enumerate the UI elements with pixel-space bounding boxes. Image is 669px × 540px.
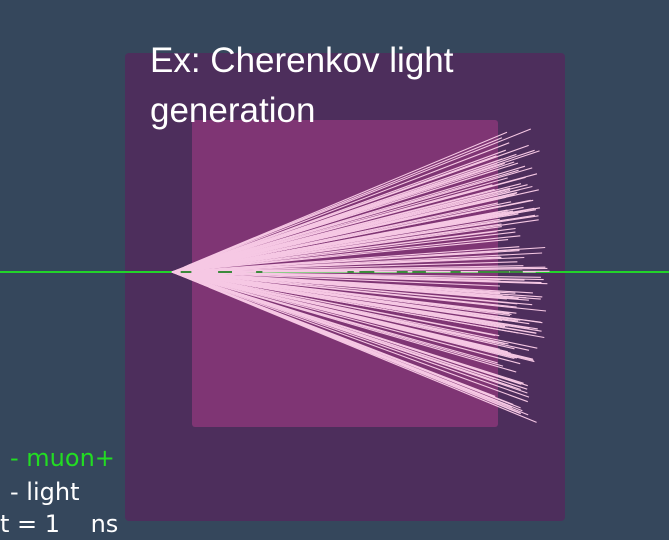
photon-ray (171, 271, 521, 409)
legend-item: - muon+ (10, 444, 115, 472)
photon-ray (171, 271, 496, 337)
photon-ray (171, 226, 502, 273)
photon-ray (187, 131, 508, 267)
photon-ray (178, 272, 509, 345)
photon-ray (171, 235, 521, 273)
photon-ray (208, 189, 520, 264)
photon-ray (171, 271, 519, 300)
photon-ray (207, 272, 548, 285)
title-line: Ex: Cherenkov light (150, 41, 454, 80)
photon-ray (171, 271, 515, 350)
photon-ray (171, 271, 530, 398)
photon-ray (171, 144, 529, 273)
photon-ray (189, 153, 517, 267)
photon-ray (175, 250, 520, 273)
photon-ray (184, 271, 501, 287)
photon-ray (200, 278, 508, 353)
photon-ray (208, 281, 498, 364)
photon-ray (171, 271, 543, 298)
photon-ray (171, 165, 526, 273)
photon-ray (201, 199, 534, 267)
photon-ray (171, 261, 518, 273)
photon-ray (171, 271, 538, 330)
title-line: generation (150, 91, 315, 130)
photon-ray (171, 207, 541, 273)
photon-ray (171, 271, 521, 414)
photon-ray (208, 214, 536, 267)
time-label: t = 1 ns (0, 510, 118, 538)
photon-ray (171, 176, 526, 273)
photon-ray (171, 271, 511, 317)
photon-ray (171, 206, 524, 273)
photon-ray (207, 274, 518, 305)
photon-ray (171, 168, 499, 273)
photon-ray (171, 271, 521, 365)
photon-ray (203, 282, 528, 403)
photon-ray (171, 256, 501, 273)
photon-ray (171, 227, 516, 273)
photon-ray (171, 271, 528, 387)
photon-ray (171, 271, 507, 329)
photon-ray (205, 162, 505, 262)
photon-ray (184, 137, 503, 268)
photon-ray (208, 286, 537, 423)
photon-ray (200, 239, 509, 270)
photon-ray (181, 231, 516, 272)
photon-ray (192, 278, 528, 390)
photon-ray (172, 246, 520, 273)
photon-ray (174, 202, 499, 272)
photon-ray (171, 271, 517, 308)
photon-ray (171, 167, 533, 273)
photon-ray (171, 142, 510, 273)
cherenkov-rays (171, 128, 550, 423)
photon-ray (172, 271, 517, 323)
photon-ray (180, 194, 515, 271)
legend-item: - light (10, 478, 79, 506)
